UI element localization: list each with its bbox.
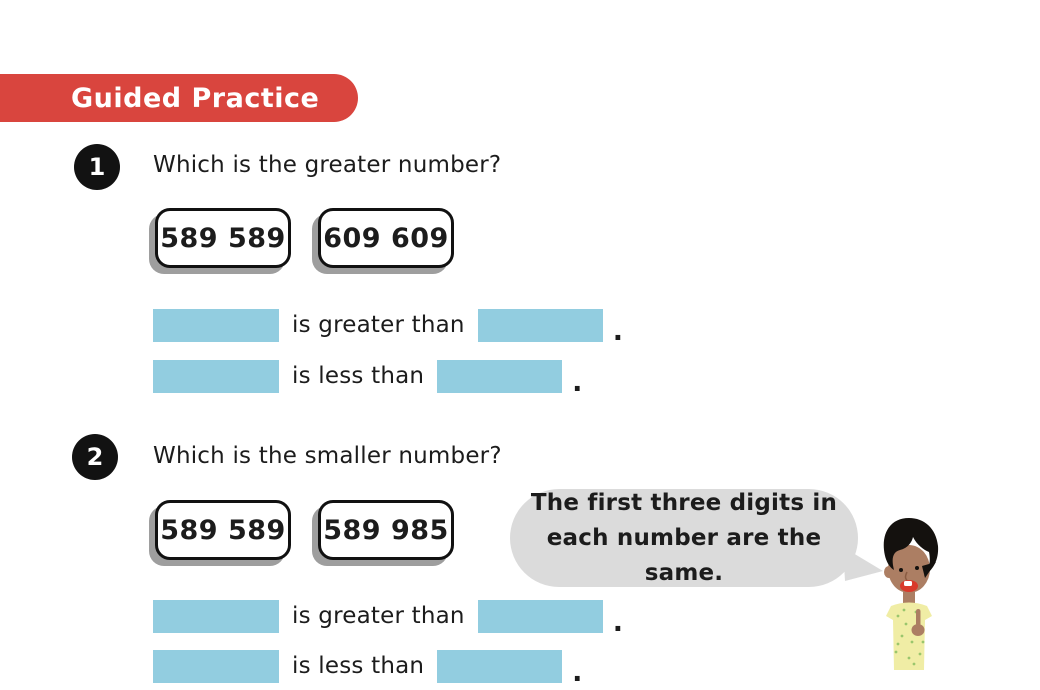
boy-pointing-illustration: [883, 518, 939, 670]
q2-statement-greater: is greater than .: [153, 599, 623, 638]
guided-practice-banner: Guided Practice: [0, 74, 358, 122]
period: .: [612, 316, 623, 347]
answer-blank[interactable]: [477, 599, 603, 633]
statement-text: is greater than: [292, 312, 465, 338]
question-2-prompt: Which is the smaller number?: [153, 443, 502, 469]
period: .: [572, 367, 583, 398]
question-1-prompt: Which is the greater number?: [153, 152, 502, 178]
question-2-cards: 589 589 589 985: [155, 500, 454, 560]
question-1-badge: 1: [74, 144, 120, 190]
number-card-value: 589 589: [160, 514, 286, 546]
q1-statement-greater: is greater than .: [153, 308, 623, 347]
statement-text: is less than: [292, 653, 425, 679]
speech-bubble-tail: [843, 547, 883, 581]
speech-bubble-line: each number are the same.: [546, 524, 822, 586]
period: .: [612, 607, 623, 638]
number-card: 589 589: [155, 208, 291, 268]
banner-label: Guided Practice: [71, 82, 320, 114]
q1-statement-less: is less than .: [153, 359, 583, 398]
answer-blank[interactable]: [153, 599, 279, 633]
period: .: [572, 657, 583, 688]
question-1-cards: 589 589 609 609: [155, 208, 454, 268]
speech-bubble-line: The first three digits in: [530, 489, 838, 516]
statement-text: is less than: [292, 363, 425, 389]
question-2-number: 2: [86, 443, 104, 471]
number-card-value: 589 985: [323, 514, 449, 546]
answer-blank[interactable]: [477, 308, 603, 342]
answer-blank[interactable]: [153, 308, 279, 342]
statement-text: is greater than: [292, 603, 465, 629]
answer-blank[interactable]: [153, 649, 279, 683]
answer-blank[interactable]: [153, 359, 279, 393]
number-card: 589 589: [155, 500, 291, 560]
number-card-value: 609 609: [323, 222, 449, 254]
question-2-badge: 2: [72, 434, 118, 480]
answer-blank[interactable]: [437, 649, 563, 683]
number-card-value: 589 589: [160, 222, 286, 254]
question-1-number: 1: [88, 153, 106, 181]
number-card: 589 985: [318, 500, 454, 560]
q2-statement-less: is less than .: [153, 649, 583, 688]
speech-bubble: The first three digits in each number ar…: [510, 489, 883, 587]
number-card: 609 609: [318, 208, 454, 268]
answer-blank[interactable]: [437, 359, 563, 393]
